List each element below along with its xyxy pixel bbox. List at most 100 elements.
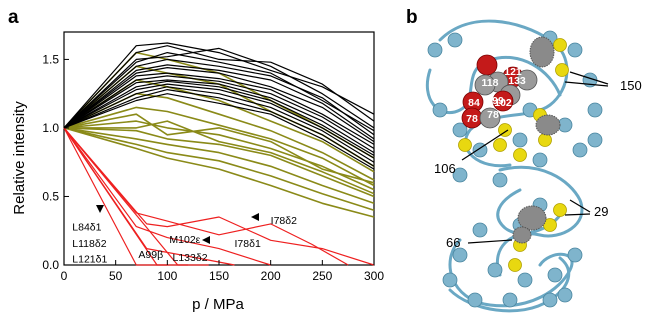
- series-line-black-6: [63, 66, 375, 143]
- callout-label: 66: [446, 235, 460, 250]
- annotation-label: A99β: [138, 249, 163, 261]
- grey-sphere: [474, 74, 496, 96]
- residue-label: 78: [466, 113, 478, 125]
- series-line-black-0: [63, 42, 375, 129]
- blue-sphere: [587, 132, 603, 148]
- blue-sphere: [447, 32, 463, 48]
- series-line-olive-7: [63, 127, 375, 205]
- annotation-label: I78δ1: [235, 238, 261, 250]
- annotation-arrow: [251, 213, 259, 221]
- grey-sphere: [516, 69, 538, 91]
- red-sphere: [476, 54, 498, 76]
- cavity-mesh: [517, 205, 547, 231]
- annotation-label: L118δ2: [72, 238, 106, 250]
- blue-sphere: [502, 292, 518, 308]
- annotation-label: M102ε: [169, 234, 200, 246]
- series-line-olive-10: [63, 113, 375, 184]
- blue-sphere: [427, 42, 443, 58]
- x-tick-label: 300: [364, 269, 384, 283]
- annotation-label: I78δ2: [271, 215, 297, 227]
- plot-frame: [63, 31, 375, 266]
- yellow-sphere: [538, 133, 552, 147]
- blue-sphere: [512, 132, 528, 148]
- series-line-red-4: [63, 127, 271, 266]
- yellow-sphere: [508, 258, 522, 272]
- x-tick-label: 250: [312, 269, 332, 283]
- blue-sphere: [452, 247, 468, 263]
- annotation-label: L121δ1: [72, 253, 107, 265]
- callout-label: 150: [620, 78, 642, 93]
- axis-layer: 0 50 100 150 200 250 300 0.0 0.5 1.0 1.5: [42, 52, 384, 283]
- x-tick-label: 100: [157, 269, 177, 283]
- relative-intensity-chart: a L84δ1 L118δ2 L121δ1 A99β M102ε L133δ2 I78δ1 I…: [8, 7, 384, 313]
- series-line-black-5: [63, 64, 375, 140]
- callout-line: [467, 239, 513, 244]
- panel-letter-b: b: [406, 7, 418, 28]
- callout-line: [569, 199, 591, 213]
- blue-sphere: [492, 172, 508, 188]
- residue-label: 84: [468, 97, 480, 109]
- x-axis-title: p / MPa: [192, 296, 244, 313]
- blue-sphere: [472, 222, 488, 238]
- series-line-red-6: [63, 127, 375, 266]
- blue-sphere: [487, 262, 503, 278]
- residue-label: 99: [492, 95, 504, 107]
- series-line-black-1: [63, 45, 375, 129]
- blue-sphere: [442, 272, 458, 288]
- yellow-sphere: [553, 38, 567, 52]
- blue-sphere: [452, 167, 468, 183]
- yellow-sphere: [555, 63, 569, 77]
- x-tick-label: 50: [109, 269, 123, 283]
- series-line-black-10: [63, 80, 375, 156]
- annotation-label: L133δ2: [173, 252, 208, 264]
- blue-sphere: [587, 102, 603, 118]
- blue-sphere: [432, 102, 448, 118]
- y-axis-title: Relative intensity: [11, 101, 28, 215]
- blue-sphere: [567, 42, 583, 58]
- plot-area: [63, 31, 375, 266]
- callout-line: [564, 81, 609, 87]
- callout-label: 29: [594, 204, 608, 219]
- blue-sphere: [557, 287, 573, 303]
- series-line-black-8: [63, 75, 375, 150]
- annotation-label: L84δ1: [72, 222, 101, 234]
- annotation-arrow: [202, 236, 210, 244]
- grey-sphere: [479, 107, 501, 129]
- yellow-sphere: [513, 148, 527, 162]
- callout-line: [564, 213, 591, 216]
- callout-label: 106: [434, 161, 456, 176]
- blue-sphere: [467, 292, 483, 308]
- series-line-black-4: [63, 58, 375, 136]
- residue-label: 118: [482, 77, 499, 89]
- annotation-layer: L84δ1 L118δ2 L121δ1 A99β M102ε L133δ2 I78δ1 I78…: [72, 205, 297, 265]
- blue-sphere: [567, 247, 583, 263]
- series-line-black-11: [63, 83, 375, 159]
- series-line-red-5: [63, 127, 349, 266]
- series-line-olive-4: [63, 106, 375, 187]
- y-tick-label: 1.0: [42, 121, 59, 135]
- series-line-black-2: [63, 47, 375, 129]
- residue-label: 133: [508, 75, 526, 87]
- series-line-black-13: [63, 88, 375, 167]
- series-layer: [63, 42, 375, 266]
- blue-sphere: [542, 292, 558, 308]
- annotation-arrow: [96, 205, 104, 213]
- yellow-sphere: [498, 123, 512, 137]
- blue-sphere: [547, 267, 563, 283]
- cavity-mesh: [529, 36, 555, 68]
- backbone-ribbon: [425, 55, 562, 115]
- series-line-olive-8: [63, 127, 375, 211]
- x-tick-label: 150: [209, 269, 229, 283]
- cavity-mesh: [512, 226, 532, 244]
- callout-line: [461, 129, 509, 161]
- series-line-red-3: [63, 127, 235, 266]
- blue-sphere: [532, 152, 548, 168]
- panel-letter-a: a: [8, 7, 19, 28]
- backbone-ribbon: [495, 165, 584, 277]
- x-tick-label: 200: [261, 269, 281, 283]
- blue-sphere: [572, 142, 588, 158]
- x-tick-label: 0: [61, 269, 68, 283]
- yellow-sphere: [493, 138, 507, 152]
- series-line-olive-9: [63, 127, 375, 218]
